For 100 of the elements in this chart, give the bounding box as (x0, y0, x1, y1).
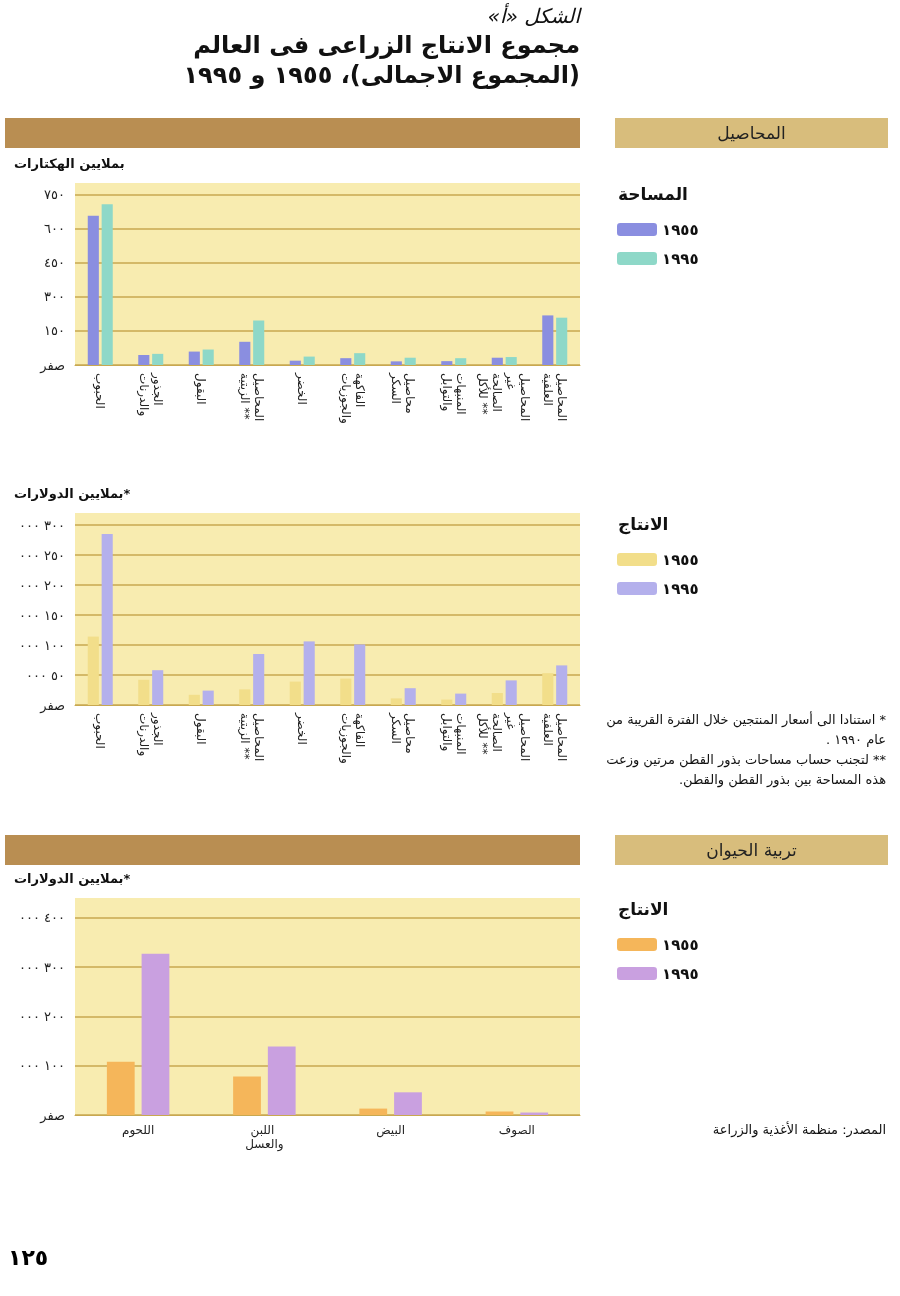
x-tick-label: الحبوب (92, 373, 108, 409)
bar (354, 644, 366, 705)
bar (390, 698, 402, 705)
y-tick-label: صفر (39, 357, 65, 374)
x-tick-label: الخضر (294, 372, 310, 405)
bar (556, 317, 568, 365)
bar (303, 356, 315, 365)
x-tick-label: المحاصيل غير الصالحة للأكل ** (476, 712, 533, 766)
text: ١٢٥ (8, 1245, 49, 1270)
x-tick-label: الفاكهة والجوزيات (337, 713, 367, 764)
bar (188, 694, 200, 705)
bar (441, 699, 453, 705)
x-tick-label: محاصيل السكر (388, 372, 418, 418)
legend-label: ١٩٥٥ (662, 550, 699, 569)
bar (340, 358, 352, 365)
bar (340, 678, 352, 705)
y-tick-label: ١٥٠ ٠٠٠ (18, 607, 65, 623)
x-tick-label: اللبن والعسل (245, 1123, 284, 1152)
legend-label: ١٩٩٥ (662, 249, 699, 268)
x-tick-label: المحاصيل غير الصالحة للأكل ** (476, 372, 533, 426)
y-tick-label: ٦٠٠ (44, 221, 65, 236)
bar (505, 680, 517, 705)
bar (152, 670, 164, 705)
y-tick-label: ٢٠٠ ٠٠٠ (18, 577, 65, 593)
y-tick-label: ٣٠٠ ٠٠٠ (18, 517, 65, 533)
legend-label: ١٩٥٥ (662, 935, 699, 954)
legend-label: ١٩٩٥ (662, 964, 699, 983)
bar (455, 358, 467, 365)
bar (556, 665, 568, 705)
bar (267, 1046, 296, 1115)
y-tick-label: ٢٠٠ ٠٠٠ (18, 1008, 65, 1024)
bar (390, 361, 402, 365)
legend-title: الانتاج (618, 513, 669, 535)
x-tick-label: المنبهات والتوابل (438, 713, 468, 759)
bar (289, 360, 301, 365)
x-tick-label: المحاصيل الزيتية ** (236, 713, 266, 766)
y-tick-label: ٥٠ ٠٠٠ (25, 667, 65, 683)
bar (87, 636, 99, 705)
bar (354, 353, 366, 365)
bar (239, 341, 251, 365)
bar (106, 1061, 135, 1115)
bar (87, 215, 99, 365)
bar (152, 353, 164, 365)
bar (441, 361, 453, 365)
bar (359, 1108, 388, 1115)
x-tick-label: المحاصيل العلفية (540, 713, 569, 766)
x-tick-label: الصوف (498, 1123, 535, 1138)
chart-title: الشكل «أ» (487, 4, 580, 28)
bar (141, 953, 170, 1115)
x-tick-label: البيض (376, 1123, 406, 1138)
legend-label: ١٩٥٥ (662, 220, 699, 239)
y-tick-label: صفر (39, 1107, 65, 1124)
bar (542, 673, 554, 705)
bar (542, 315, 554, 365)
y-tick-label: ٤٥٠ (44, 255, 65, 271)
bar (239, 689, 251, 705)
x-tick-label: البقول (193, 713, 209, 745)
bar (455, 693, 467, 705)
y-axis-title: بملايين الدولارات* (14, 871, 131, 886)
bar (394, 1092, 422, 1115)
bar (138, 679, 150, 705)
x-tick-label: المنبهات والتوابل (438, 373, 468, 419)
x-tick-label: المحاصيل العلفية (540, 373, 569, 426)
y-tick-label: ٢٥٠ ٠٠٠ (18, 547, 65, 563)
bar (101, 534, 113, 705)
text: المحاصيل (615, 118, 888, 148)
x-tick-label: الجذور والدرنات (135, 372, 165, 417)
x-tick-label: اللحوم (121, 1123, 155, 1138)
bar (202, 690, 214, 705)
bar (253, 654, 265, 705)
legend-title: الانتاج (618, 898, 669, 920)
x-tick-label: الجذور والدرنات (135, 712, 165, 757)
bar (253, 320, 265, 365)
y-tick-label: ٣٠٠ ٠٠٠ (18, 959, 65, 975)
x-tick-label: البقول (193, 373, 209, 405)
x-tick-label: الفاكهة والجوزيات (337, 373, 367, 424)
y-tick-label: ١٠٠ ٠٠٠ (18, 1058, 65, 1074)
bar (505, 357, 517, 365)
chart-subtitle: مجموع الانتاج الزراعى فى العالم (المجموع الاجمالى)، ١٩٥٥ و ١٩٩٥ (182, 30, 580, 90)
y-tick-label: ١٥٠ (44, 323, 65, 339)
bar (289, 681, 301, 705)
y-tick-label: ٤٠٠ ٠٠٠ (18, 910, 65, 926)
x-tick-label: الحبوب (92, 713, 108, 749)
text: ** لتجنب حساب مساحات بذور القطن مرتين وزعت هذه المساحة بين بذور القطن والقطن. (605, 751, 886, 790)
bar (202, 349, 214, 365)
bar (101, 204, 113, 365)
bar (491, 357, 503, 365)
bar (233, 1076, 261, 1115)
legend-label: ١٩٩٥ (662, 579, 699, 598)
y-tick-label: ١٠٠ ٠٠٠ (18, 637, 65, 653)
y-axis-title: بملايين الدولارات* (14, 486, 131, 501)
x-tick-label: محاصيل السكر (388, 712, 418, 758)
bar (491, 693, 503, 705)
x-tick-label: المحاصيل الزيتية ** (236, 373, 266, 426)
y-tick-label: ٣٠٠ (44, 289, 65, 305)
bar (404, 357, 416, 365)
bar (404, 688, 416, 705)
bar (138, 354, 150, 365)
text: تربية الحيوان (615, 835, 888, 865)
y-tick-label: ٧٥٠ (44, 186, 65, 202)
